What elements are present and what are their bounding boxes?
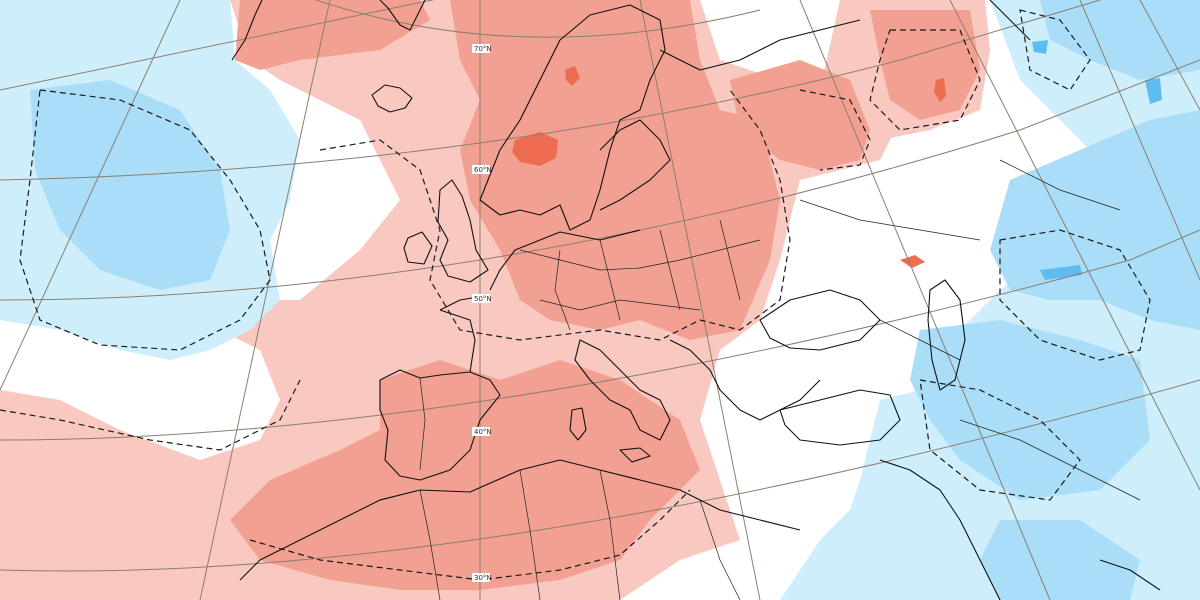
contour-lines xyxy=(0,9,1151,581)
contour-south-atlantic xyxy=(0,379,301,451)
meridian-line-6 xyxy=(799,0,1051,600)
meridian-line-2 xyxy=(0,0,181,391)
meridian-line-9 xyxy=(1139,0,1200,111)
meridian-line-1 xyxy=(0,0,435,91)
coast-sardinia xyxy=(569,407,587,441)
warm-region-iberia-africa xyxy=(230,360,700,590)
warm-region-greenland xyxy=(235,0,430,70)
borders-europe xyxy=(519,219,761,331)
lat-label-60: 60°N xyxy=(472,165,492,174)
cool-region-atlantic-core xyxy=(30,80,230,290)
cool-core-arctic xyxy=(1032,40,1048,54)
meridian-line-5 xyxy=(639,0,761,600)
coast-middle-east xyxy=(879,459,1161,600)
coast-black-sea xyxy=(759,289,881,351)
cool-region-caspian-east xyxy=(910,320,1150,500)
svg-text:60°N: 60°N xyxy=(474,166,492,174)
latitude-labels: 70°N 60°N 50°N 40°N 30°N xyxy=(472,44,492,582)
latitude-line-50 xyxy=(0,59,1200,301)
cool-region-south xyxy=(980,520,1140,600)
contour-russia xyxy=(799,89,871,171)
borders-africa xyxy=(419,469,741,600)
coast-finland-baltic xyxy=(599,119,671,211)
coast-italy xyxy=(574,339,671,441)
warm-core-caspian xyxy=(900,255,925,268)
warm-core-norway xyxy=(512,132,558,166)
contour-caspian xyxy=(919,379,1081,501)
warm-region-scandinavia-europe xyxy=(450,0,780,340)
contour-asia-east xyxy=(999,229,1151,361)
svg-text:30°N: 30°N xyxy=(474,574,492,582)
contour-arctic-east xyxy=(1019,9,1091,91)
latitude-line-70 xyxy=(314,0,761,38)
coast-balkans xyxy=(669,339,821,421)
warm-core-lapland xyxy=(565,66,580,86)
lat-label-50: 50°N xyxy=(472,294,492,303)
warm-anomaly-strong-layer xyxy=(512,66,946,268)
borders-iberia xyxy=(419,377,426,471)
coast-british-isles xyxy=(403,179,489,283)
meridian-line-8 xyxy=(1079,0,1200,281)
contour-africa xyxy=(249,489,691,581)
contour-europe xyxy=(319,89,791,341)
warm-region-ural-core xyxy=(870,10,980,120)
latitude-line-30 xyxy=(0,379,1200,572)
contour-atlantic xyxy=(19,89,271,351)
coast-sicily xyxy=(619,447,651,463)
cool-core-ural-east xyxy=(1145,78,1162,104)
lat-label-30: 30°N xyxy=(472,573,492,582)
cool-anomaly-strong-layer xyxy=(1032,40,1162,280)
lat-label-70: 70°N xyxy=(472,44,492,53)
svg-text:50°N: 50°N xyxy=(474,295,492,303)
coast-turkey xyxy=(779,389,901,446)
coast-caspian-sea xyxy=(927,279,966,391)
country-borders xyxy=(419,159,1141,600)
coast-iceland xyxy=(371,84,413,113)
svg-text:40°N: 40°N xyxy=(474,428,492,436)
meridian-line-7 xyxy=(949,0,1200,491)
meridian-line-3 xyxy=(199,0,331,600)
warm-anomaly-medium-layer xyxy=(230,0,980,590)
coast-arctic-russia xyxy=(659,0,1031,71)
warm-core-ural xyxy=(934,78,946,102)
borders-asia xyxy=(799,159,1141,501)
coast-greenland xyxy=(231,0,426,61)
lat-label-40: 40°N xyxy=(472,427,492,436)
cool-anomaly-medium-layer xyxy=(30,0,1200,600)
coast-scandinavia xyxy=(479,4,666,231)
latitude-line-40 xyxy=(0,229,1200,441)
coast-france-west xyxy=(439,309,476,373)
svg-text:70°N: 70°N xyxy=(474,45,492,53)
cool-region-arctic xyxy=(1040,0,1200,80)
